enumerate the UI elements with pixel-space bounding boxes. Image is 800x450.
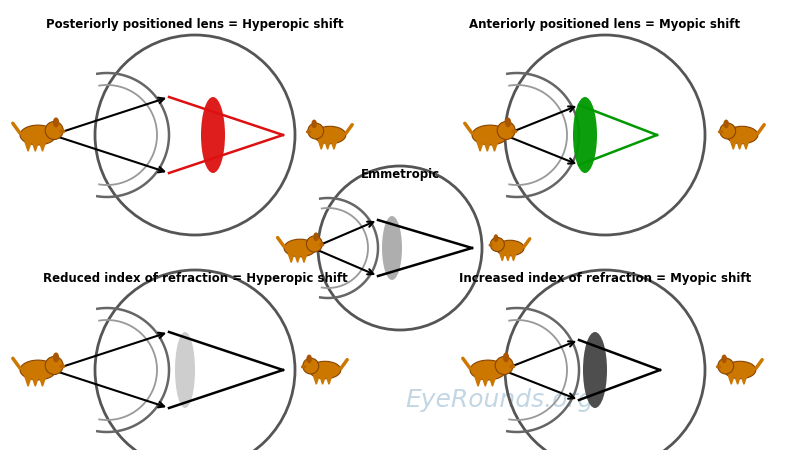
Ellipse shape — [309, 361, 341, 379]
FancyArrow shape — [500, 253, 505, 261]
FancyArrow shape — [294, 254, 301, 262]
Ellipse shape — [20, 125, 56, 145]
Ellipse shape — [311, 120, 317, 128]
Text: Anteriorly positioned lens = Myopic shift: Anteriorly positioned lens = Myopic shif… — [470, 18, 741, 31]
Circle shape — [498, 122, 515, 140]
Circle shape — [495, 356, 514, 374]
Ellipse shape — [494, 234, 498, 242]
Ellipse shape — [573, 97, 597, 173]
FancyArrow shape — [32, 377, 38, 386]
FancyArrow shape — [511, 253, 516, 261]
FancyArrow shape — [490, 377, 496, 386]
FancyArrow shape — [318, 141, 324, 149]
FancyArrow shape — [320, 376, 326, 384]
Text: Posteriorly positioned lens = Hyperopic shift: Posteriorly positioned lens = Hyperopic … — [46, 18, 344, 31]
Ellipse shape — [718, 130, 723, 134]
Text: Emmetropic: Emmetropic — [361, 168, 439, 181]
Ellipse shape — [509, 364, 515, 369]
FancyArrow shape — [314, 376, 319, 384]
FancyArrow shape — [475, 377, 482, 386]
FancyArrow shape — [25, 141, 31, 151]
Circle shape — [720, 123, 736, 139]
Ellipse shape — [53, 352, 59, 362]
Circle shape — [45, 356, 63, 374]
Ellipse shape — [505, 117, 511, 127]
Ellipse shape — [53, 117, 59, 127]
Ellipse shape — [20, 360, 56, 380]
FancyArrow shape — [477, 141, 483, 151]
Text: Reduced index of refraction = Hyperopic shift: Reduced index of refraction = Hyperopic … — [42, 272, 347, 285]
FancyArrow shape — [325, 141, 330, 149]
FancyArrow shape — [506, 253, 510, 261]
Ellipse shape — [723, 120, 729, 128]
FancyArrow shape — [25, 377, 31, 386]
FancyArrow shape — [331, 141, 337, 149]
FancyArrow shape — [491, 141, 498, 151]
FancyArrow shape — [741, 376, 747, 384]
Circle shape — [308, 123, 324, 139]
FancyArrow shape — [737, 141, 742, 149]
Ellipse shape — [503, 352, 509, 362]
FancyArrow shape — [482, 377, 489, 386]
Ellipse shape — [511, 130, 518, 133]
Ellipse shape — [472, 125, 508, 145]
FancyArrow shape — [39, 377, 46, 386]
Ellipse shape — [716, 365, 722, 369]
Ellipse shape — [306, 355, 312, 363]
Circle shape — [490, 238, 504, 252]
Circle shape — [306, 236, 322, 252]
FancyArrow shape — [326, 376, 332, 384]
FancyArrow shape — [32, 141, 38, 151]
Text: Increased index of refraction = Myopic shift: Increased index of refraction = Myopic s… — [459, 272, 751, 285]
FancyArrow shape — [734, 376, 741, 384]
Ellipse shape — [314, 126, 346, 144]
Ellipse shape — [301, 365, 306, 369]
Ellipse shape — [382, 216, 402, 280]
Ellipse shape — [489, 243, 494, 247]
Ellipse shape — [59, 130, 66, 133]
Ellipse shape — [175, 332, 195, 408]
Circle shape — [45, 122, 63, 140]
Ellipse shape — [284, 239, 316, 257]
FancyArrow shape — [729, 376, 734, 384]
Ellipse shape — [318, 243, 325, 247]
Ellipse shape — [583, 332, 607, 408]
Ellipse shape — [306, 130, 311, 134]
Ellipse shape — [496, 240, 524, 256]
Circle shape — [718, 358, 734, 374]
FancyArrow shape — [484, 141, 490, 151]
FancyArrow shape — [288, 254, 294, 262]
FancyArrow shape — [301, 254, 307, 262]
Ellipse shape — [724, 361, 756, 379]
Ellipse shape — [470, 360, 506, 380]
Ellipse shape — [314, 232, 318, 241]
Ellipse shape — [59, 364, 66, 369]
Ellipse shape — [201, 97, 225, 173]
Circle shape — [303, 358, 318, 374]
Text: EyeRounds.org: EyeRounds.org — [406, 388, 594, 412]
Ellipse shape — [726, 126, 758, 144]
Ellipse shape — [722, 355, 727, 363]
FancyArrow shape — [743, 141, 749, 149]
FancyArrow shape — [39, 141, 46, 151]
FancyArrow shape — [730, 141, 736, 149]
